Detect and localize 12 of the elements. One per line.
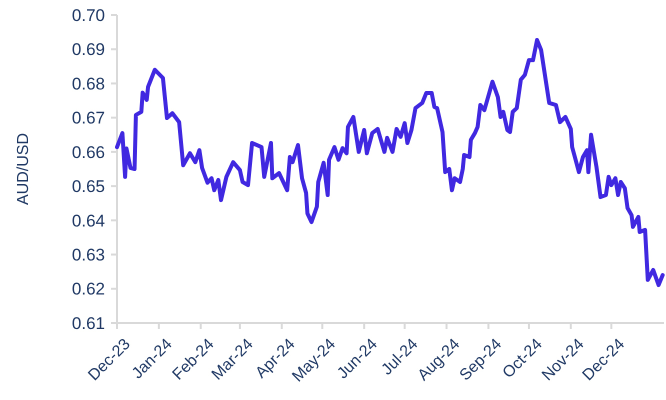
y-tick-label: 0.70: [72, 6, 105, 25]
y-tick-label: 0.62: [72, 280, 105, 299]
y-tick-label: 0.66: [72, 142, 105, 162]
y-tick-label: 0.64: [72, 211, 105, 230]
line-series: [115, 38, 665, 288]
y-tick-label: 0.67: [72, 108, 105, 128]
y-axis-title: AUD/USD: [15, 132, 32, 206]
y-tick-label: 0.63: [72, 246, 105, 265]
y-tick-label: 0.68: [72, 74, 105, 94]
y-tick-label: 0.69: [72, 40, 105, 60]
y-tick-label: 0.61: [72, 314, 105, 333]
y-tick-label: 0.65: [72, 177, 105, 196]
